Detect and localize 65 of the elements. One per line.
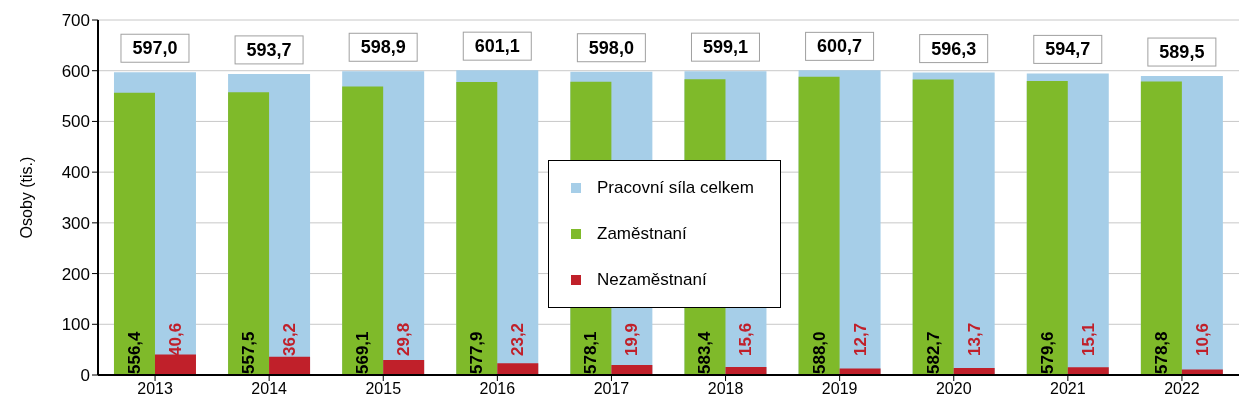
y-tick-label: 200 <box>61 264 90 284</box>
data-label: 601,1 <box>474 36 520 57</box>
x-tick-label: 2019 <box>821 380 858 398</box>
x-tick-label: 2017 <box>593 380 630 398</box>
y-tick-label: 0 <box>80 366 90 386</box>
data-label: 12,7 <box>850 322 870 356</box>
data-label: 15,1 <box>1078 322 1098 356</box>
y-tick-label: 100 <box>61 315 90 335</box>
data-label: 36,2 <box>280 322 300 356</box>
data-label: 23,2 <box>508 322 528 356</box>
y-tick-label: 300 <box>61 213 90 233</box>
data-label: 556,4 <box>124 330 144 374</box>
bar <box>383 359 425 375</box>
data-label: 29,8 <box>394 322 414 356</box>
data-label: 15,6 <box>736 322 756 356</box>
data-label: 583,4 <box>695 330 715 374</box>
bar <box>1026 81 1068 375</box>
x-tick-label: 2022 <box>1164 380 1200 398</box>
bar <box>456 81 498 375</box>
x-tick-label: 2018 <box>707 380 744 398</box>
data-label: 10,6 <box>1192 322 1212 356</box>
bar <box>497 363 539 375</box>
legend-label: Pracovní síla celkem <box>597 178 754 198</box>
data-label: 598,9 <box>360 37 406 58</box>
data-label: 578,8 <box>1151 331 1171 374</box>
x-tick-label: 2021 <box>1050 380 1086 398</box>
y-tick-label: 700 <box>61 11 90 31</box>
data-label: 593,7 <box>246 39 292 60</box>
data-label: 597,0 <box>132 38 178 59</box>
bar <box>342 86 384 375</box>
bar <box>228 92 270 375</box>
y-axis-title: Osoby (tis.) <box>17 156 35 239</box>
bar <box>1140 81 1182 375</box>
data-label: 589,5 <box>1159 42 1205 63</box>
legend-label: Nezaměstnaní <box>597 270 707 290</box>
y-tick-label: 400 <box>61 163 90 183</box>
data-label: 578,1 <box>581 331 601 374</box>
x-tick-label: 2013 <box>137 380 173 398</box>
data-label: 557,5 <box>239 331 259 374</box>
bar <box>154 354 196 375</box>
y-tick-label: 600 <box>61 61 90 81</box>
bar <box>1067 367 1109 375</box>
data-label: 598,0 <box>588 37 634 58</box>
x-tick-label: 2016 <box>479 380 516 398</box>
bar <box>912 79 954 375</box>
data-label: 588,0 <box>809 331 829 374</box>
legend-label: Zaměstnaní <box>597 224 687 244</box>
data-label: 569,1 <box>353 331 373 374</box>
x-tick-label: 2014 <box>251 380 288 398</box>
x-tick-label: 2020 <box>935 380 972 398</box>
bar <box>798 76 840 375</box>
bar <box>269 356 311 375</box>
data-label: 596,3 <box>931 38 977 59</box>
data-label: 577,9 <box>467 331 487 374</box>
data-label: 594,7 <box>1045 39 1091 60</box>
data-label: 579,6 <box>1037 331 1057 374</box>
data-label: 13,7 <box>964 322 984 356</box>
data-label: 599,1 <box>702 37 748 58</box>
bar <box>113 92 155 375</box>
data-label: 19,9 <box>622 322 642 356</box>
y-tick-label: 500 <box>61 112 90 132</box>
x-tick-label: 2015 <box>365 380 402 398</box>
data-label: 600,7 <box>817 36 863 57</box>
data-label: 582,7 <box>923 331 943 374</box>
data-label: 40,6 <box>165 322 185 356</box>
